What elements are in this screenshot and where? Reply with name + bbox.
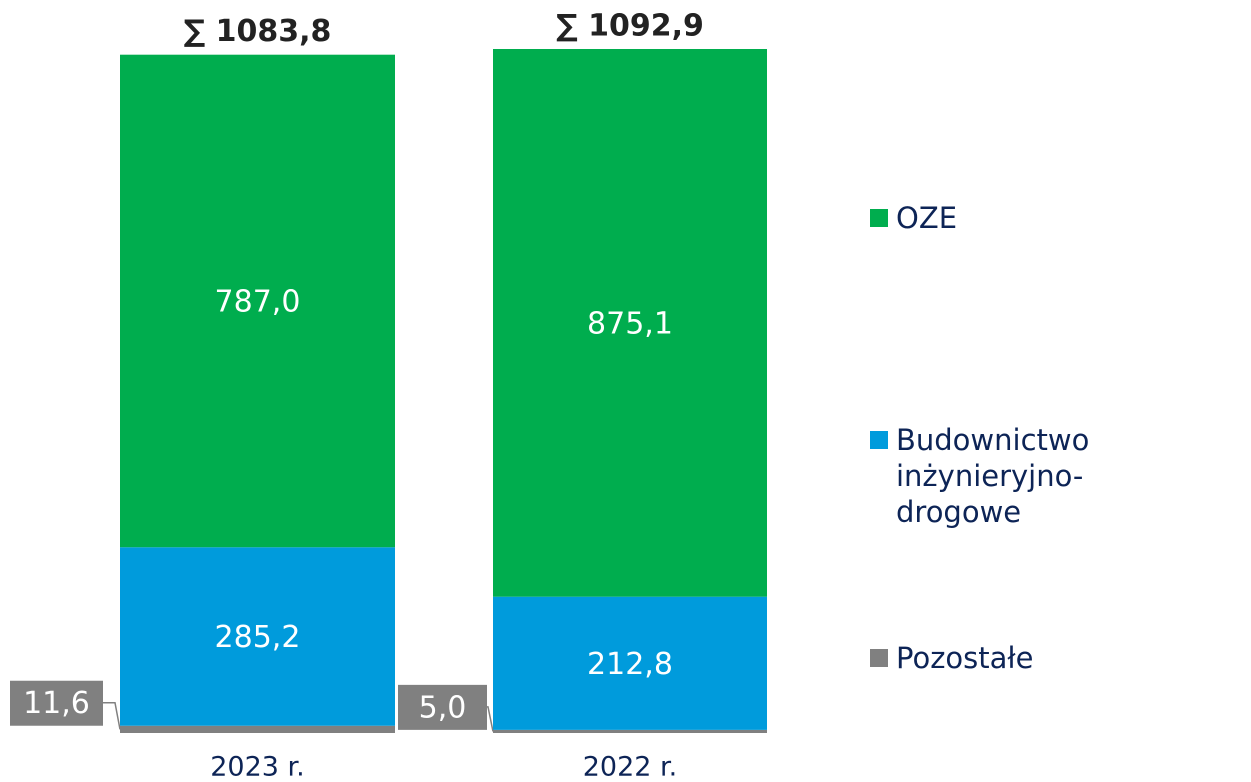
legend-label: Pozostałe — [896, 641, 1034, 675]
data-label: 11,6 — [23, 686, 90, 721]
label-connector — [487, 706, 494, 732]
label-box — [10, 680, 103, 726]
legend-item: OZE — [870, 200, 1250, 236]
legend-swatch — [870, 649, 888, 667]
bar-segment — [493, 596, 767, 730]
total-label: ∑ 1092,9 — [556, 9, 704, 44]
x-tick-label: 2023 r. — [210, 752, 305, 782]
bar-segment — [493, 729, 767, 733]
total-label: ∑ 1083,8 — [184, 14, 332, 49]
bar-segment — [120, 725, 395, 733]
bar-segment — [493, 49, 767, 597]
data-label: 5,0 — [419, 690, 467, 725]
label-box — [398, 684, 487, 730]
legend-item: Budownictwo inżynieryjno-drogowe — [870, 422, 1250, 530]
bar-segment — [120, 54, 395, 548]
legend-swatch — [870, 209, 888, 227]
legend-label: Budownictwo inżynieryjno-drogowe — [896, 423, 1090, 529]
legend-item: Pozostałe — [870, 640, 1250, 676]
data-label: 787,0 — [215, 284, 301, 319]
data-label: 285,2 — [215, 620, 301, 655]
data-label: 212,8 — [587, 647, 673, 682]
x-tick-label: 2022 r. — [583, 752, 678, 782]
label-connector — [103, 701, 121, 730]
bar-segment — [120, 547, 395, 726]
legend-label: OZE — [896, 201, 958, 235]
legend-swatch — [870, 431, 888, 449]
data-label: 875,1 — [587, 306, 673, 341]
